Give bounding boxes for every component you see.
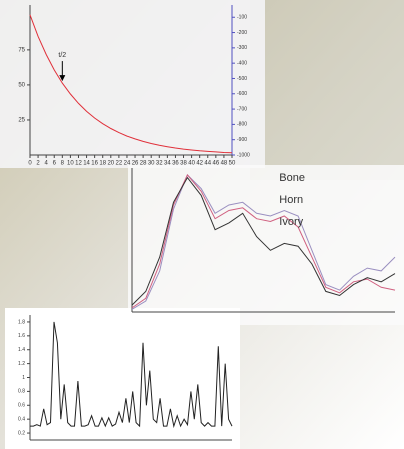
x-tick-label: 38 [180,161,187,167]
x-tick-label: 44 [204,161,211,167]
y2-tick-label: -600 [237,91,247,97]
x-tick-label: 14 [83,161,90,167]
y-tick-label: 0.6 [18,403,25,409]
y-tick-label: 0.2 [18,430,25,436]
x-tick-label: 30 [148,161,155,167]
y-tick-label: 1 [22,375,25,381]
y2-tick-label: -800 [237,122,247,128]
y-tick-label: 25 [18,118,25,124]
collage: 25 50 75 -100 -200 -300 -400 -500 -600 -700 -800 -9… [0,0,404,449]
x-tick-label: 18 [99,161,106,167]
y-tick-label: 1.4 [18,347,25,353]
y2-tick-label: -900 [237,137,247,143]
y-tick-label: 1.2 [18,361,25,367]
y2-tick-label: -700 [237,106,247,112]
x-tick-label: 12 [75,161,82,167]
y2-tick-label: -200 [237,30,247,36]
panel [0,0,265,168]
series-label: Ivory [279,216,303,228]
y-tick-label: 75 [18,47,25,53]
annotation: t/2 [58,52,66,59]
y-tick-label: 1.6 [18,333,25,339]
x-tick-label: 36 [172,161,179,167]
panel [128,165,404,325]
y2-tick-label: -500 [237,76,247,82]
y-tick-label: 1.8 [18,319,25,325]
y2-tick-label: -300 [237,45,247,51]
y2-tick-label: -400 [237,60,247,66]
x-tick-label: 20 [107,161,114,167]
panel [5,308,240,449]
x-tick-label: 22 [116,161,123,167]
y-tick-label: 50 [18,82,25,88]
x-tick-label: 34 [164,161,171,167]
x-tick-label: 46 [212,161,219,167]
x-tick-label: 42 [196,161,203,167]
y2-tick-label: -1000 [237,152,250,158]
y-tick-label: 0.8 [18,389,25,395]
x-tick-label: 32 [156,161,163,167]
photo-area [250,0,404,180]
series-label: Bone [279,172,305,184]
x-tick-label: 26 [132,161,139,167]
y-tick-label: 0.4 [18,416,25,422]
series-label: Horn [279,194,303,206]
y2-tick-label: -100 [237,15,247,21]
x-tick-label: 28 [140,161,147,167]
x-tick-label: 10 [67,161,74,167]
x-tick-label: 16 [91,161,98,167]
x-tick-label: 24 [124,161,131,167]
x-tick-label: 48 [221,161,228,167]
x-tick-label: 40 [188,161,195,167]
x-tick-label: 50 [229,161,236,167]
